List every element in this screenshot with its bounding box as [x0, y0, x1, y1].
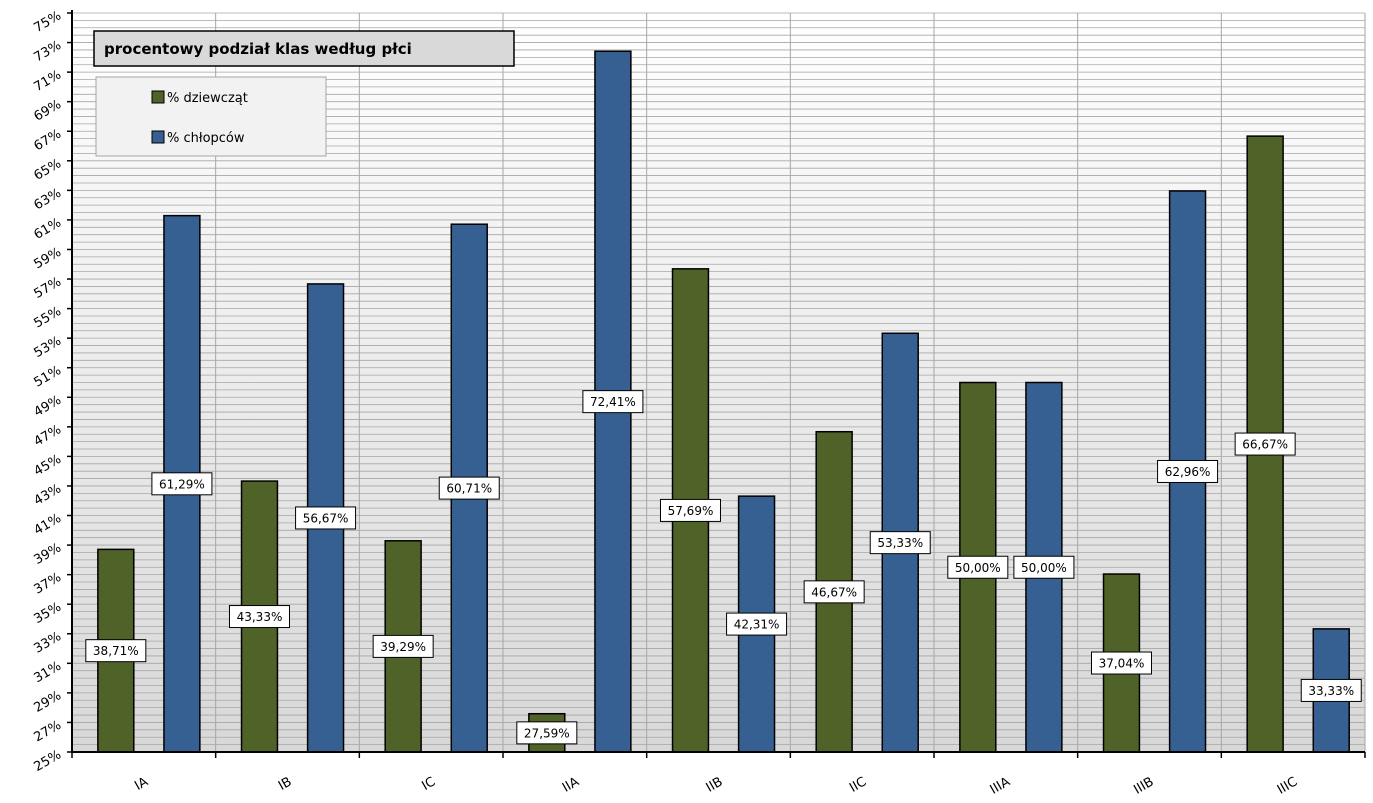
y-tick-label: 59% [31, 245, 64, 272]
legend-label-dziewczat: % dziewcząt [167, 91, 248, 106]
data-label: 39,29% [380, 640, 426, 654]
data-label-box [151, 472, 213, 496]
y-tick-label: 33% [31, 629, 64, 656]
data-label-box [659, 498, 721, 522]
y-tick-label: 55% [31, 304, 64, 331]
y-tick-label: 49% [31, 393, 64, 420]
y-tick-label: 35% [31, 600, 64, 627]
x-category-label: IB [276, 774, 295, 793]
y-tick-label: 25% [31, 747, 64, 774]
x-category-label: IIIC [1275, 774, 1300, 797]
y-tick-label: 41% [31, 511, 64, 538]
chart-title-box: procentowy podział klas według płci [93, 30, 515, 67]
y-tick-label: 43% [31, 481, 64, 508]
data-label-box [1300, 678, 1362, 702]
y-tick-label: 65% [31, 156, 64, 183]
legend: % dziewcząt % chłopców [95, 76, 327, 157]
data-label-box [438, 476, 500, 500]
y-tick-label: 37% [31, 570, 64, 597]
data-label: 43,33% [237, 610, 283, 624]
data-label: 37,04% [1099, 657, 1145, 671]
x-category-label: IIB [704, 774, 726, 795]
x-category-label: IIIA [988, 774, 1013, 797]
data-label-box [372, 634, 434, 658]
y-tick-label: 29% [31, 688, 64, 715]
data-label: 66,67% [1242, 438, 1288, 452]
data-label: 62,96% [1165, 465, 1211, 479]
data-label-box [295, 506, 357, 530]
data-label-box [1090, 651, 1152, 675]
data-label: 50,00% [1021, 561, 1067, 575]
y-tick-label: 53% [31, 334, 64, 361]
y-tick-label: 39% [31, 541, 64, 568]
legend-swatch-chlopcow [151, 130, 165, 144]
y-tick-label: 47% [31, 422, 64, 449]
y-tick-label: 69% [31, 97, 64, 124]
y-tick-label: 61% [31, 215, 64, 242]
data-label-box [1234, 432, 1296, 456]
x-category-label: IIIB [1131, 774, 1156, 797]
data-label: 56,67% [303, 511, 349, 525]
data-label-box [516, 721, 578, 745]
data-label-box [1157, 459, 1219, 483]
data-label: 53,33% [877, 536, 923, 550]
data-label: 27,59% [524, 726, 570, 740]
legend-swatch-dziewczat [151, 90, 165, 104]
y-tick-label: 75% [31, 8, 64, 35]
data-label-box [803, 580, 865, 604]
data-label-box [228, 605, 290, 629]
x-category-label: IIC [847, 774, 869, 795]
y-tick-label: 73% [31, 38, 64, 65]
y-tick-label: 27% [31, 718, 64, 745]
data-label-box [947, 555, 1009, 579]
data-label-box [1013, 555, 1075, 579]
x-category-label: IIA [560, 774, 582, 795]
data-label: 46,67% [811, 585, 857, 599]
y-tick-label: 67% [31, 127, 64, 154]
data-label: 72,41% [590, 395, 636, 409]
legend-label-chlopcow: % chłopców [167, 131, 245, 146]
x-category-label: IC [419, 774, 438, 793]
data-label: 42,31% [734, 618, 780, 632]
chart-title: procentowy podział klas według płci [104, 40, 412, 58]
data-label-box [726, 612, 788, 636]
data-label: 50,00% [955, 561, 1001, 575]
y-tick-label: 63% [31, 186, 64, 213]
y-tick-label: 51% [31, 363, 64, 390]
data-label-box [869, 531, 931, 555]
data-label: 57,69% [668, 504, 714, 518]
y-tick-label: 71% [31, 68, 64, 95]
data-label-box [582, 390, 644, 414]
data-label: 60,71% [446, 482, 492, 496]
y-tick-label: 57% [31, 275, 64, 302]
data-label-box [85, 639, 147, 663]
y-tick-label: 31% [31, 659, 64, 686]
data-label: 61,29% [159, 477, 205, 491]
y-tick-label: 45% [31, 452, 64, 479]
data-label: 33,33% [1308, 684, 1354, 698]
x-category-label: IA [132, 774, 151, 793]
data-label: 38,71% [93, 644, 139, 658]
